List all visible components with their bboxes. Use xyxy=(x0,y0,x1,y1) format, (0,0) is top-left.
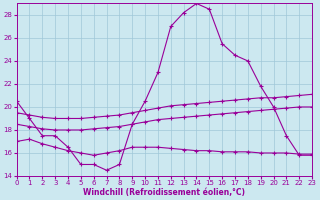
X-axis label: Windchill (Refroidissement éolien,°C): Windchill (Refroidissement éolien,°C) xyxy=(84,188,245,197)
